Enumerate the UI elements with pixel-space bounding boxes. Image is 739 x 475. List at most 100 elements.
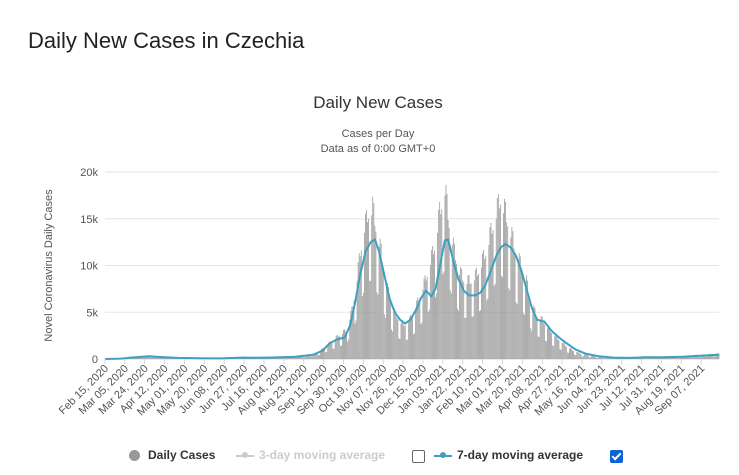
daily-cases-bar xyxy=(384,317,386,359)
daily-cases-bar xyxy=(611,358,613,359)
daily-cases-bar xyxy=(371,215,373,359)
daily-cases-bar xyxy=(394,308,396,359)
daily-cases-bar xyxy=(427,311,429,359)
daily-cases-bar xyxy=(581,356,583,359)
daily-cases-bar xyxy=(416,300,418,359)
daily-cases-bar xyxy=(434,250,435,359)
daily-cases-bar xyxy=(668,357,670,359)
daily-cases-bar xyxy=(165,358,167,359)
daily-cases-bar xyxy=(707,356,708,359)
daily-cases-bar xyxy=(443,271,445,359)
daily-cases-bar xyxy=(360,250,362,359)
daily-cases-bar xyxy=(324,347,326,359)
daily-cases-bar xyxy=(505,201,507,359)
daily-cases-bar xyxy=(531,330,533,359)
daily-cases-bar xyxy=(156,357,158,359)
daily-cases-bar xyxy=(510,237,512,359)
daily-cases-bar xyxy=(491,233,493,359)
daily-cases-bar xyxy=(448,228,450,359)
daily-cases-bar xyxy=(322,348,323,359)
daily-cases-bar xyxy=(333,348,335,359)
daily-cases-bar xyxy=(577,351,579,359)
daily-cases-bar xyxy=(447,219,449,359)
daily-cases-bar xyxy=(584,354,586,359)
daily-cases-bar xyxy=(606,357,608,359)
daily-cases-bar xyxy=(483,250,485,359)
daily-cases-bar xyxy=(647,358,649,359)
daily-cases-bar xyxy=(462,280,464,359)
7-day-average-checkbox[interactable] xyxy=(610,450,623,463)
7-day-average-legend-marker xyxy=(434,450,452,461)
daily-cases-bar xyxy=(618,358,619,359)
3-day-average-checkbox[interactable] xyxy=(412,450,425,463)
daily-cases-bar xyxy=(147,356,149,359)
daily-cases-bar xyxy=(155,356,157,359)
daily-cases-bar xyxy=(303,357,305,359)
daily-cases-bar xyxy=(700,355,702,359)
daily-cases-bar xyxy=(576,352,578,359)
daily-cases-bar xyxy=(319,354,320,359)
legend-item-3-day-average[interactable]: 3-day moving average xyxy=(236,448,385,462)
daily-cases-bar xyxy=(538,336,540,359)
daily-cases-bar xyxy=(442,274,444,359)
3-day-average-legend-marker xyxy=(236,450,254,461)
daily-cases-bar xyxy=(320,350,321,359)
daily-cases-bar xyxy=(607,357,609,359)
legend-item-7-day-average[interactable]: 7-day moving average xyxy=(434,448,583,462)
daily-cases-bar xyxy=(426,276,428,359)
daily-cases-bar xyxy=(511,227,513,359)
daily-cases-bar xyxy=(694,355,696,359)
daily-cases-bar xyxy=(316,353,318,359)
daily-cases-bar xyxy=(469,284,471,359)
daily-cases-bar xyxy=(410,315,411,359)
daily-cases-bar xyxy=(530,328,532,359)
daily-cases-bar xyxy=(575,355,577,359)
daily-cases-bar xyxy=(578,352,580,359)
daily-cases-bar xyxy=(685,357,686,359)
legend-item-daily-cases[interactable]: Daily Cases xyxy=(129,448,215,462)
daily-cases-bar xyxy=(399,338,401,359)
y-tick-label: 0 xyxy=(92,354,98,366)
daily-cases-bar xyxy=(648,357,650,359)
daily-cases-bar xyxy=(667,357,669,359)
daily-cases-bar xyxy=(267,358,269,359)
daily-cases-bar xyxy=(524,314,525,359)
daily-cases-bar xyxy=(535,315,537,359)
daily-cases-bar xyxy=(662,358,663,359)
daily-cases-bar xyxy=(172,358,174,359)
daily-cases-bar xyxy=(134,357,136,359)
daily-cases-bar xyxy=(703,354,705,359)
daily-cases-bar xyxy=(380,243,382,359)
daily-cases-bar xyxy=(698,356,700,359)
daily-cases-bar xyxy=(356,280,358,359)
daily-cases-bar xyxy=(573,351,574,359)
daily-cases-bar xyxy=(378,246,380,359)
daily-cases-bar xyxy=(536,316,538,359)
daily-cases-bar xyxy=(619,358,621,359)
daily-cases-bar xyxy=(466,284,468,359)
daily-cases-bar xyxy=(425,280,427,359)
daily-cases-bar xyxy=(353,300,355,359)
daily-cases-bar xyxy=(473,280,475,359)
daily-cases-bar xyxy=(558,340,560,359)
daily-cases-bar xyxy=(398,338,400,359)
daily-cases-bar xyxy=(314,353,316,359)
daily-cases-bar xyxy=(561,343,563,359)
daily-cases-bar xyxy=(686,356,687,359)
daily-cases-bar xyxy=(311,356,313,359)
daily-cases-bar xyxy=(712,354,714,359)
daily-cases-bar xyxy=(390,301,391,359)
daily-cases-bar xyxy=(529,298,531,359)
daily-cases-bar xyxy=(420,324,422,359)
daily-cases-bar xyxy=(458,310,459,359)
daily-cases-bar xyxy=(550,332,551,359)
daily-cases-bar xyxy=(608,357,610,359)
daily-cases-bar xyxy=(567,352,569,359)
daily-cases-bar xyxy=(457,308,458,359)
daily-cases-bar xyxy=(337,336,339,359)
daily-cases-bar xyxy=(332,348,334,359)
daily-cases-bar xyxy=(422,289,424,359)
daily-cases-bar xyxy=(569,348,570,359)
daily-cases-bar xyxy=(354,323,356,359)
